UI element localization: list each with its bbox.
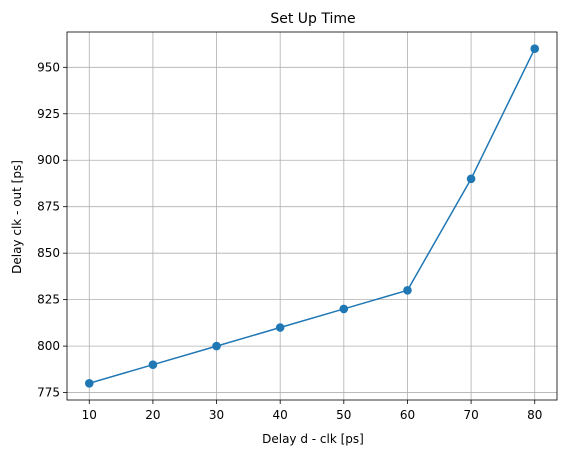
- x-tick-label: 60: [400, 408, 415, 422]
- x-axis-label: Delay d - clk [ps]: [262, 432, 364, 446]
- axes-frame: [66, 31, 558, 401]
- y-tick-label: 950: [37, 60, 60, 74]
- data-point: [275, 323, 285, 332]
- y-tick-label: 775: [37, 386, 60, 400]
- data-point: [466, 174, 476, 184]
- x-tick-label: 20: [145, 408, 160, 422]
- chart-title: Set Up Time: [270, 11, 355, 27]
- y-axis-label: Delay clk - out [ps]: [10, 160, 24, 274]
- x-tick-label: 40: [273, 408, 288, 422]
- data-point: [339, 304, 349, 314]
- x-tick-label: 10: [82, 408, 97, 422]
- y-tick-label: 800: [37, 339, 60, 353]
- y-tick-label: 925: [37, 107, 60, 121]
- grid: [67, 32, 557, 400]
- plot-frame: [66, 31, 558, 401]
- x-tick-label: 30: [209, 408, 224, 422]
- data-point: [212, 341, 221, 351]
- x-tick-label: 50: [336, 408, 351, 422]
- x-tick-label: 80: [527, 408, 542, 422]
- y-tick-label: 825: [37, 293, 60, 307]
- data-point: [530, 44, 540, 54]
- y-tick-label: 850: [37, 246, 60, 260]
- x-axis: 10 20 30 40 50 60 70 80: [82, 400, 542, 422]
- x-tick-label: 70: [463, 408, 478, 422]
- y-tick-label: 900: [37, 153, 60, 167]
- y-axis: 775 800 825 850 875 900 925 950: [37, 60, 67, 400]
- data-point: [84, 378, 94, 388]
- data-point: [403, 286, 412, 295]
- y-tick-label: 875: [37, 200, 60, 214]
- data-point: [148, 360, 158, 369]
- series-layer: [84, 44, 540, 388]
- series-line: [89, 48, 536, 384]
